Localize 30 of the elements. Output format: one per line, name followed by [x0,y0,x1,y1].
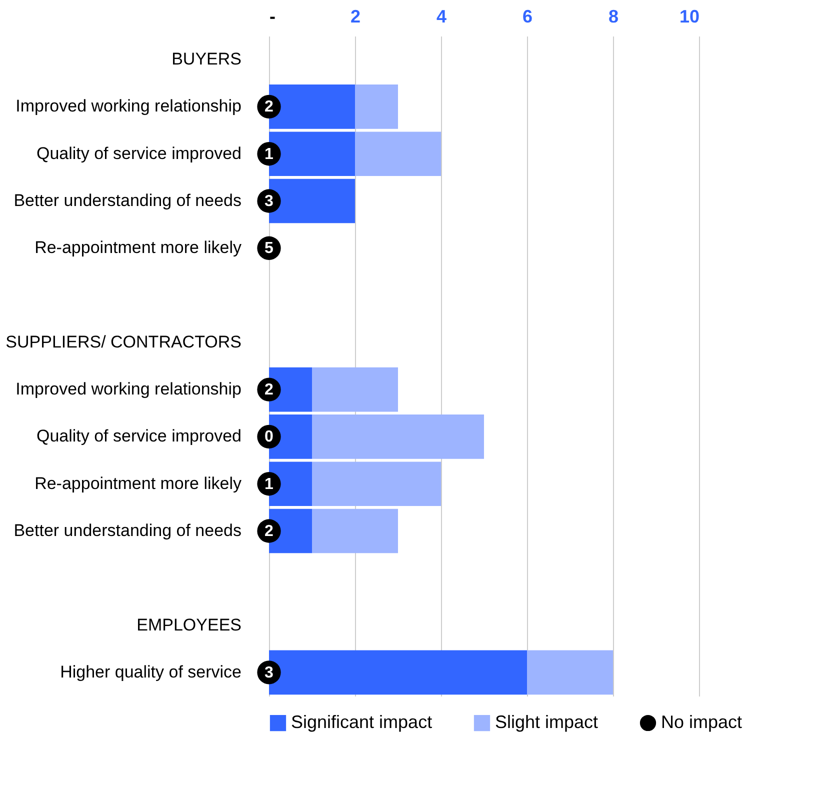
y-tick-label: Improved working relationship [16,96,242,116]
y-tick-label: Better understanding of needs [14,521,242,540]
x-tick-label: 10 [679,6,700,26]
legend-label: No impact [661,712,742,732]
y-tick-label: Re-appointment more likely [34,238,242,258]
y-tick-label: EMPLOYEES [136,615,242,634]
annotation: 2 [264,523,274,540]
x-tick-label: 8 [608,6,619,26]
annotation: 2 [264,98,274,116]
y-tick-label: Improved working relationship [16,380,242,399]
annotation: 2 [264,382,274,399]
y-tick-label: Better understanding of needs [14,191,242,210]
y-tick-label: Quality of service improved [36,144,242,163]
x-tick-label: 6 [522,6,533,26]
x-tick-label: 2 [350,6,361,26]
legend-label: Significant impact [291,712,432,732]
y-tick-label: Quality of service improved [36,426,242,446]
y-tick-label: SUPPLIERS/ CONTRACTORS [6,332,242,352]
annotation: 1 [264,146,274,163]
annotation: 3 [264,193,274,210]
annotation: 1 [264,476,274,493]
y-tick-label: BUYERS [172,50,242,69]
y-tick-label: Re-appointment more likely [34,474,242,493]
legend-label: Slight impact [495,712,598,732]
x-tick-label: 4 [436,6,447,26]
y-tick-label: Higher quality of service [60,662,242,682]
x-tick-label: - [270,6,276,26]
annotation: 3 [264,664,274,682]
annotation: 5 [264,240,274,258]
annotation: 0 [264,428,274,446]
